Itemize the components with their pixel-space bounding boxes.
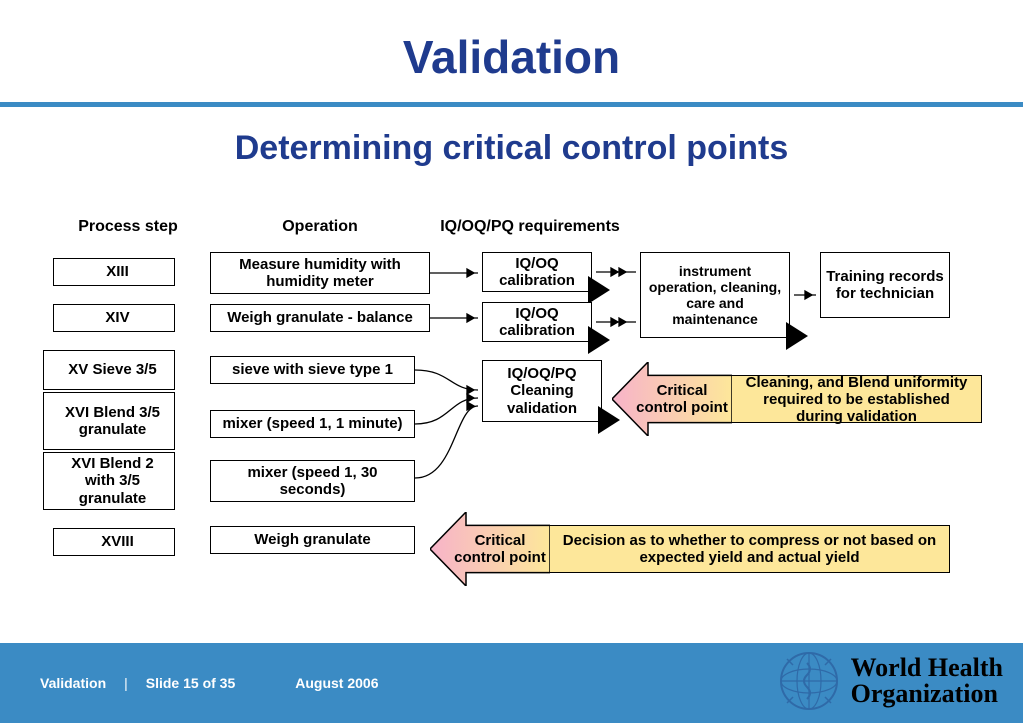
slide-subtitle: Determining critical control points	[0, 129, 1023, 168]
column-header: Operation	[250, 218, 390, 236]
ps3: XV Sieve 3/5	[50, 350, 175, 390]
ccp-head-label: Critical control point	[450, 532, 550, 566]
slide-title: Validation	[0, 0, 1023, 84]
ccp-head-label: Critical control point	[632, 382, 732, 416]
rq4: Training records for technician	[820, 252, 950, 318]
who-logo-icon	[777, 649, 841, 713]
rq2-arrowhead	[588, 326, 610, 354]
ccp1: Critical control pointCleaning, and Blen…	[612, 362, 982, 436]
rq1: IQ/OQ calibration	[482, 252, 592, 292]
rq1-arrowhead	[588, 276, 610, 304]
who-line2: Organization	[851, 681, 1003, 707]
column-header: Process step	[58, 218, 198, 236]
ccp2: Critical control pointDecision as to whe…	[430, 512, 950, 586]
who-branding: World Health Organization	[777, 649, 1003, 713]
op5: mixer (speed 1, 30 seconds)	[210, 460, 415, 502]
ps5: XVI Blend 2 with 3/5 granulate	[50, 452, 175, 510]
ps6: XVIII	[60, 528, 175, 556]
op4: mixer (speed 1, 1 minute)	[210, 410, 415, 438]
op6: Weigh granulate	[210, 526, 415, 554]
ccp-body-label: Decision as to whether to compress or no…	[550, 525, 950, 572]
ps1: XIII	[60, 258, 175, 286]
footer-sep: |	[124, 675, 128, 691]
rq3: instrument operation, cleaning, care and…	[640, 252, 790, 338]
footer-date: August 2006	[295, 675, 378, 691]
footer-module: Validation	[40, 675, 106, 691]
who-line1: World Health	[851, 655, 1003, 681]
rq5: IQ/OQ/PQ Cleaning validation	[482, 360, 602, 422]
title-rule	[0, 102, 1023, 107]
ps2: XIV	[60, 304, 175, 332]
op1: Measure humidity with humidity meter	[210, 252, 430, 294]
ps4: XVI Blend 3/5 granulate	[50, 392, 175, 450]
who-text: World Health Organization	[851, 655, 1003, 707]
op3: sieve with sieve type 1	[210, 356, 415, 384]
op2: Weigh granulate - balance	[210, 304, 430, 332]
rq3-arrowhead	[786, 322, 808, 350]
footer-slide: Slide 15 of 35	[146, 675, 235, 691]
rq2: IQ/OQ calibration	[482, 302, 592, 342]
column-header: IQ/OQ/PQ requirements	[420, 218, 640, 236]
ccp-body-label: Cleaning, and Blend uniformity required …	[732, 375, 982, 422]
diagram-canvas: Process step Operation IQ/OQ/PQ requiremen…	[0, 210, 1023, 650]
